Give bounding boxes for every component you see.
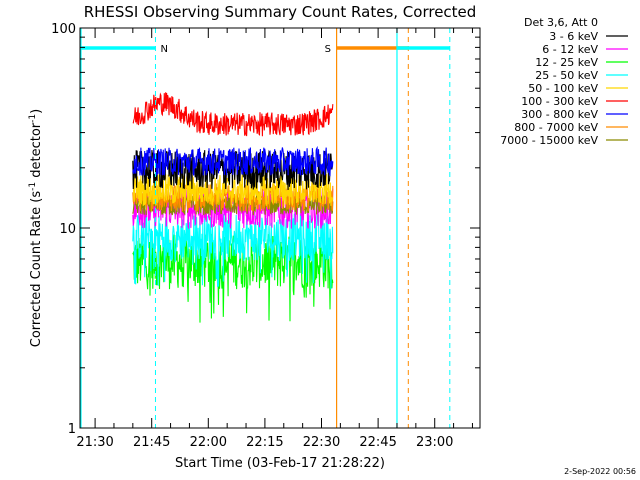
legend-header: Det 3,6, Att 0 [524,16,598,29]
series-line-4 [132,213,334,290]
x-tick-label-0: 21:30 [76,435,113,450]
legend-label-7: 300 - 800 keV [521,108,598,121]
series-line-5 [132,173,334,207]
y-axis-label: Corrected Count Rate (s-1 detector-1) [28,109,44,347]
x-tick-label-1: 21:45 [133,435,170,450]
legend-label-1: 3 - 6 keV [549,30,598,43]
x-axis-label: Start Time (03-Feb-17 21:28:22) [175,456,385,471]
legend-label-2: 6 - 12 keV [542,43,598,56]
x-axis: 21:30 21:45 22:00 22:15 22:30 22:45 23:00 [76,28,473,450]
series-line-3 [132,233,334,323]
legend-label-5: 50 - 100 keV [528,82,598,95]
legend-label-6: 100 - 300 keV [521,95,598,108]
x-tick-label-5: 22:45 [359,435,396,450]
annotation-label-1: N [160,44,167,55]
series-line-6 [132,92,334,137]
legend-label-8: 800 - 7000 keV [514,121,598,134]
y-tick-label-2: 100 [51,22,76,37]
y-axis: 1 10 100 [51,22,480,437]
legend-label-9: 7000 - 15000 keV [500,134,598,147]
x-tick-label-3: 22:15 [246,435,283,450]
y-tick-label-0: 1 [68,422,76,437]
x-tick-label-4: 22:30 [303,435,340,450]
legend-label-3: 12 - 25 keV [535,56,598,69]
series-line-7 [132,145,334,177]
series-layer [132,92,334,323]
render-timestamp: 2-Sep-2022 00:56 [564,467,636,476]
y-tick-label-1: 10 [59,222,76,237]
x-tick-label-2: 22:00 [190,435,227,450]
chart-title: RHESSI Observing Summary Count Rates, Co… [84,3,477,21]
annotation-label-2: S [325,44,331,55]
x-tick-label-6: 23:00 [416,435,453,450]
legend-label-4: 25 - 50 keV [535,69,598,82]
